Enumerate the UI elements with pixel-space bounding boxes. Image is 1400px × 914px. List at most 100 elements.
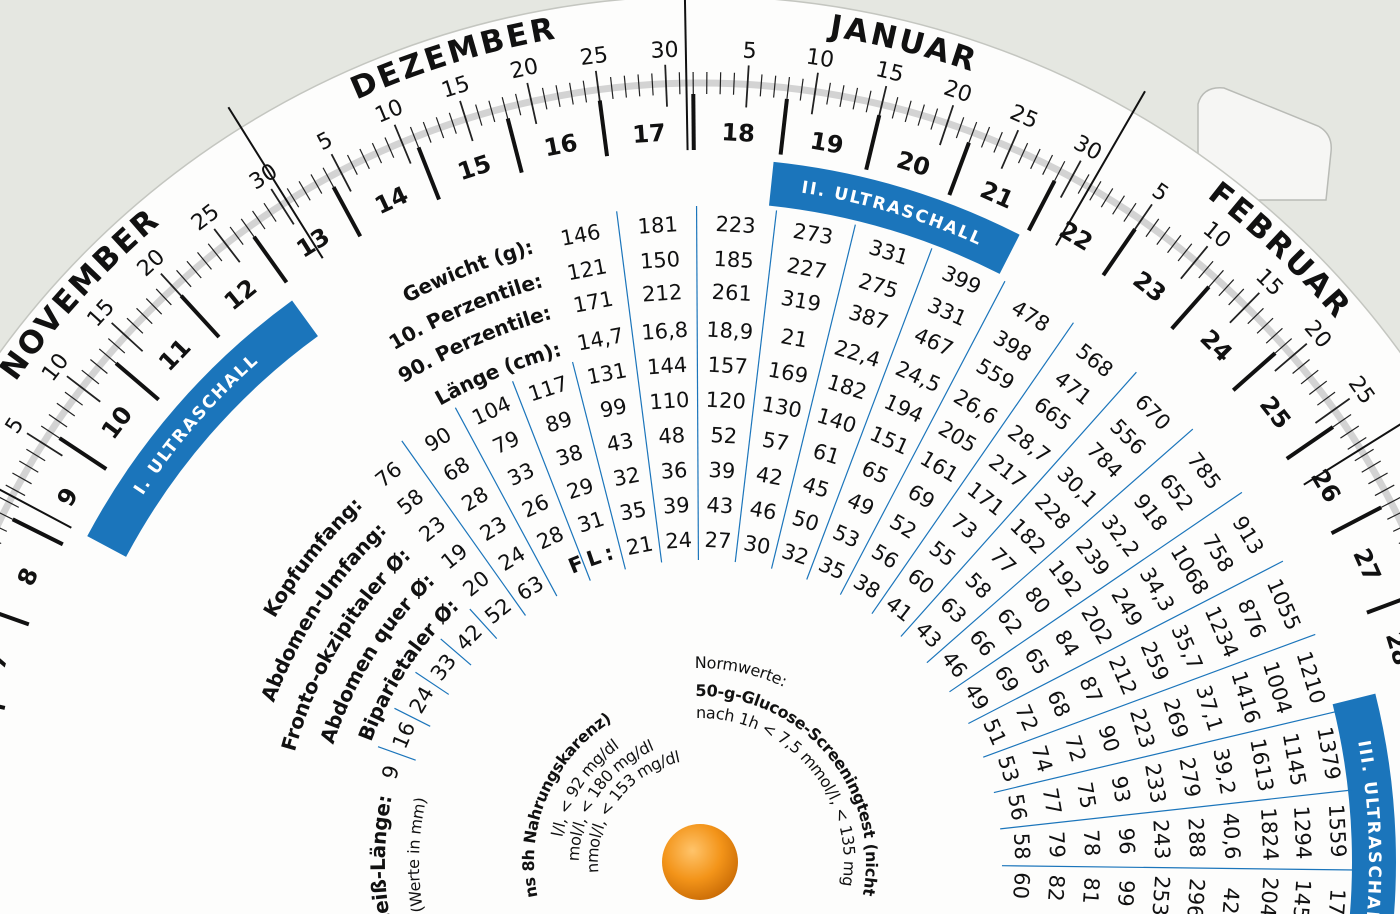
day-tick <box>1300 369 1319 385</box>
week-tick <box>1026 179 1057 232</box>
table-value: 82 <box>1043 874 1069 902</box>
day-tick <box>555 85 561 107</box>
table-value: 27 <box>704 528 732 553</box>
week-tick <box>597 100 610 157</box>
day-tick <box>0 527 8 532</box>
day-tick <box>1089 181 1102 201</box>
column-divider <box>616 211 663 563</box>
table-value: 261 <box>711 280 752 306</box>
table-value: 58 <box>1009 832 1034 860</box>
table-value: 52 <box>710 423 738 448</box>
day-tick <box>623 75 627 98</box>
day-tick <box>459 100 474 142</box>
week-tick <box>1285 425 1335 461</box>
day-tick <box>26 448 46 462</box>
day-tick <box>1000 129 1020 170</box>
column-divider <box>983 633 1316 758</box>
day-tick <box>64 391 83 406</box>
table-value: 296 <box>1182 878 1209 914</box>
day-tick <box>136 307 153 325</box>
table-value: 110 <box>649 388 691 415</box>
week-label: 17 <box>631 119 666 149</box>
day-label: 20 <box>508 54 541 84</box>
day-tick <box>1308 380 1328 395</box>
day-tick <box>359 148 370 170</box>
table-value: 150 <box>639 247 681 274</box>
day-tick <box>197 252 212 270</box>
day-tick <box>1292 359 1310 374</box>
day-tick <box>1256 317 1274 334</box>
column-divider <box>401 440 526 616</box>
day-tick <box>637 74 641 97</box>
column-divider <box>415 671 450 695</box>
wheel-tab <box>1197 87 1332 201</box>
table-value: 185 <box>713 247 754 273</box>
table-value: 93 <box>1107 774 1135 804</box>
day-tick <box>1100 188 1114 208</box>
day-tick <box>213 228 241 263</box>
day-tick <box>1059 160 1082 199</box>
day-tick <box>719 72 722 95</box>
day-tick <box>1332 414 1352 428</box>
column-divider <box>1001 865 1356 871</box>
column-divider <box>469 608 498 640</box>
day-tick <box>826 82 831 105</box>
day-tick <box>40 425 60 439</box>
day-tick <box>1274 338 1293 354</box>
day-tick <box>48 414 68 428</box>
week-tick <box>505 117 524 174</box>
table-value: 1294 <box>1289 805 1316 860</box>
day-tick <box>371 142 383 164</box>
day-tick <box>1392 527 1400 532</box>
day-tick <box>980 126 991 148</box>
day-tick <box>1228 288 1245 306</box>
table-value: 35 <box>618 497 649 526</box>
table-value: 9 <box>377 762 404 782</box>
date-ring <box>0 79 1400 529</box>
day-tick <box>90 359 108 374</box>
day-tick <box>514 93 522 116</box>
table-value: 78 <box>1079 829 1104 857</box>
column-divider <box>377 746 416 761</box>
week-tick <box>947 141 971 196</box>
table-value: 57 <box>760 428 791 456</box>
column-divider <box>734 210 778 563</box>
day-tick <box>322 167 335 188</box>
day-tick <box>1354 448 1374 462</box>
day-tick <box>310 174 323 194</box>
column-divider <box>968 560 1284 725</box>
table-value: 21 <box>779 324 810 352</box>
column-divider <box>806 248 933 580</box>
column-divider <box>926 428 1194 664</box>
day-tick <box>240 218 255 238</box>
week-label: 19 <box>808 126 846 159</box>
day-tick <box>1247 307 1264 325</box>
table-value: 223 <box>715 212 756 238</box>
day-label: 5 <box>742 39 758 65</box>
week-tick <box>1330 505 1383 536</box>
table-value: 16,8 <box>641 318 689 345</box>
day-tick <box>1317 391 1336 406</box>
day-tick <box>176 269 192 288</box>
day-label: 25 <box>578 43 609 71</box>
day-tick <box>939 104 955 146</box>
day-tick <box>1112 195 1125 215</box>
column-divider <box>1000 789 1353 830</box>
day-tick <box>330 153 352 192</box>
column-divider <box>695 206 700 561</box>
week-tick <box>778 98 789 155</box>
day-tick <box>930 108 939 130</box>
table-value: 39 <box>662 493 690 519</box>
table-value: 120 <box>705 388 746 414</box>
column-divider <box>993 710 1339 794</box>
column-divider <box>839 280 1006 595</box>
day-tick <box>81 369 100 385</box>
day-tick <box>501 97 509 119</box>
day-tick <box>955 117 965 139</box>
day-tick <box>917 104 925 126</box>
week-label: 18 <box>721 118 756 148</box>
day-tick <box>207 243 223 262</box>
day-tick <box>229 226 244 245</box>
